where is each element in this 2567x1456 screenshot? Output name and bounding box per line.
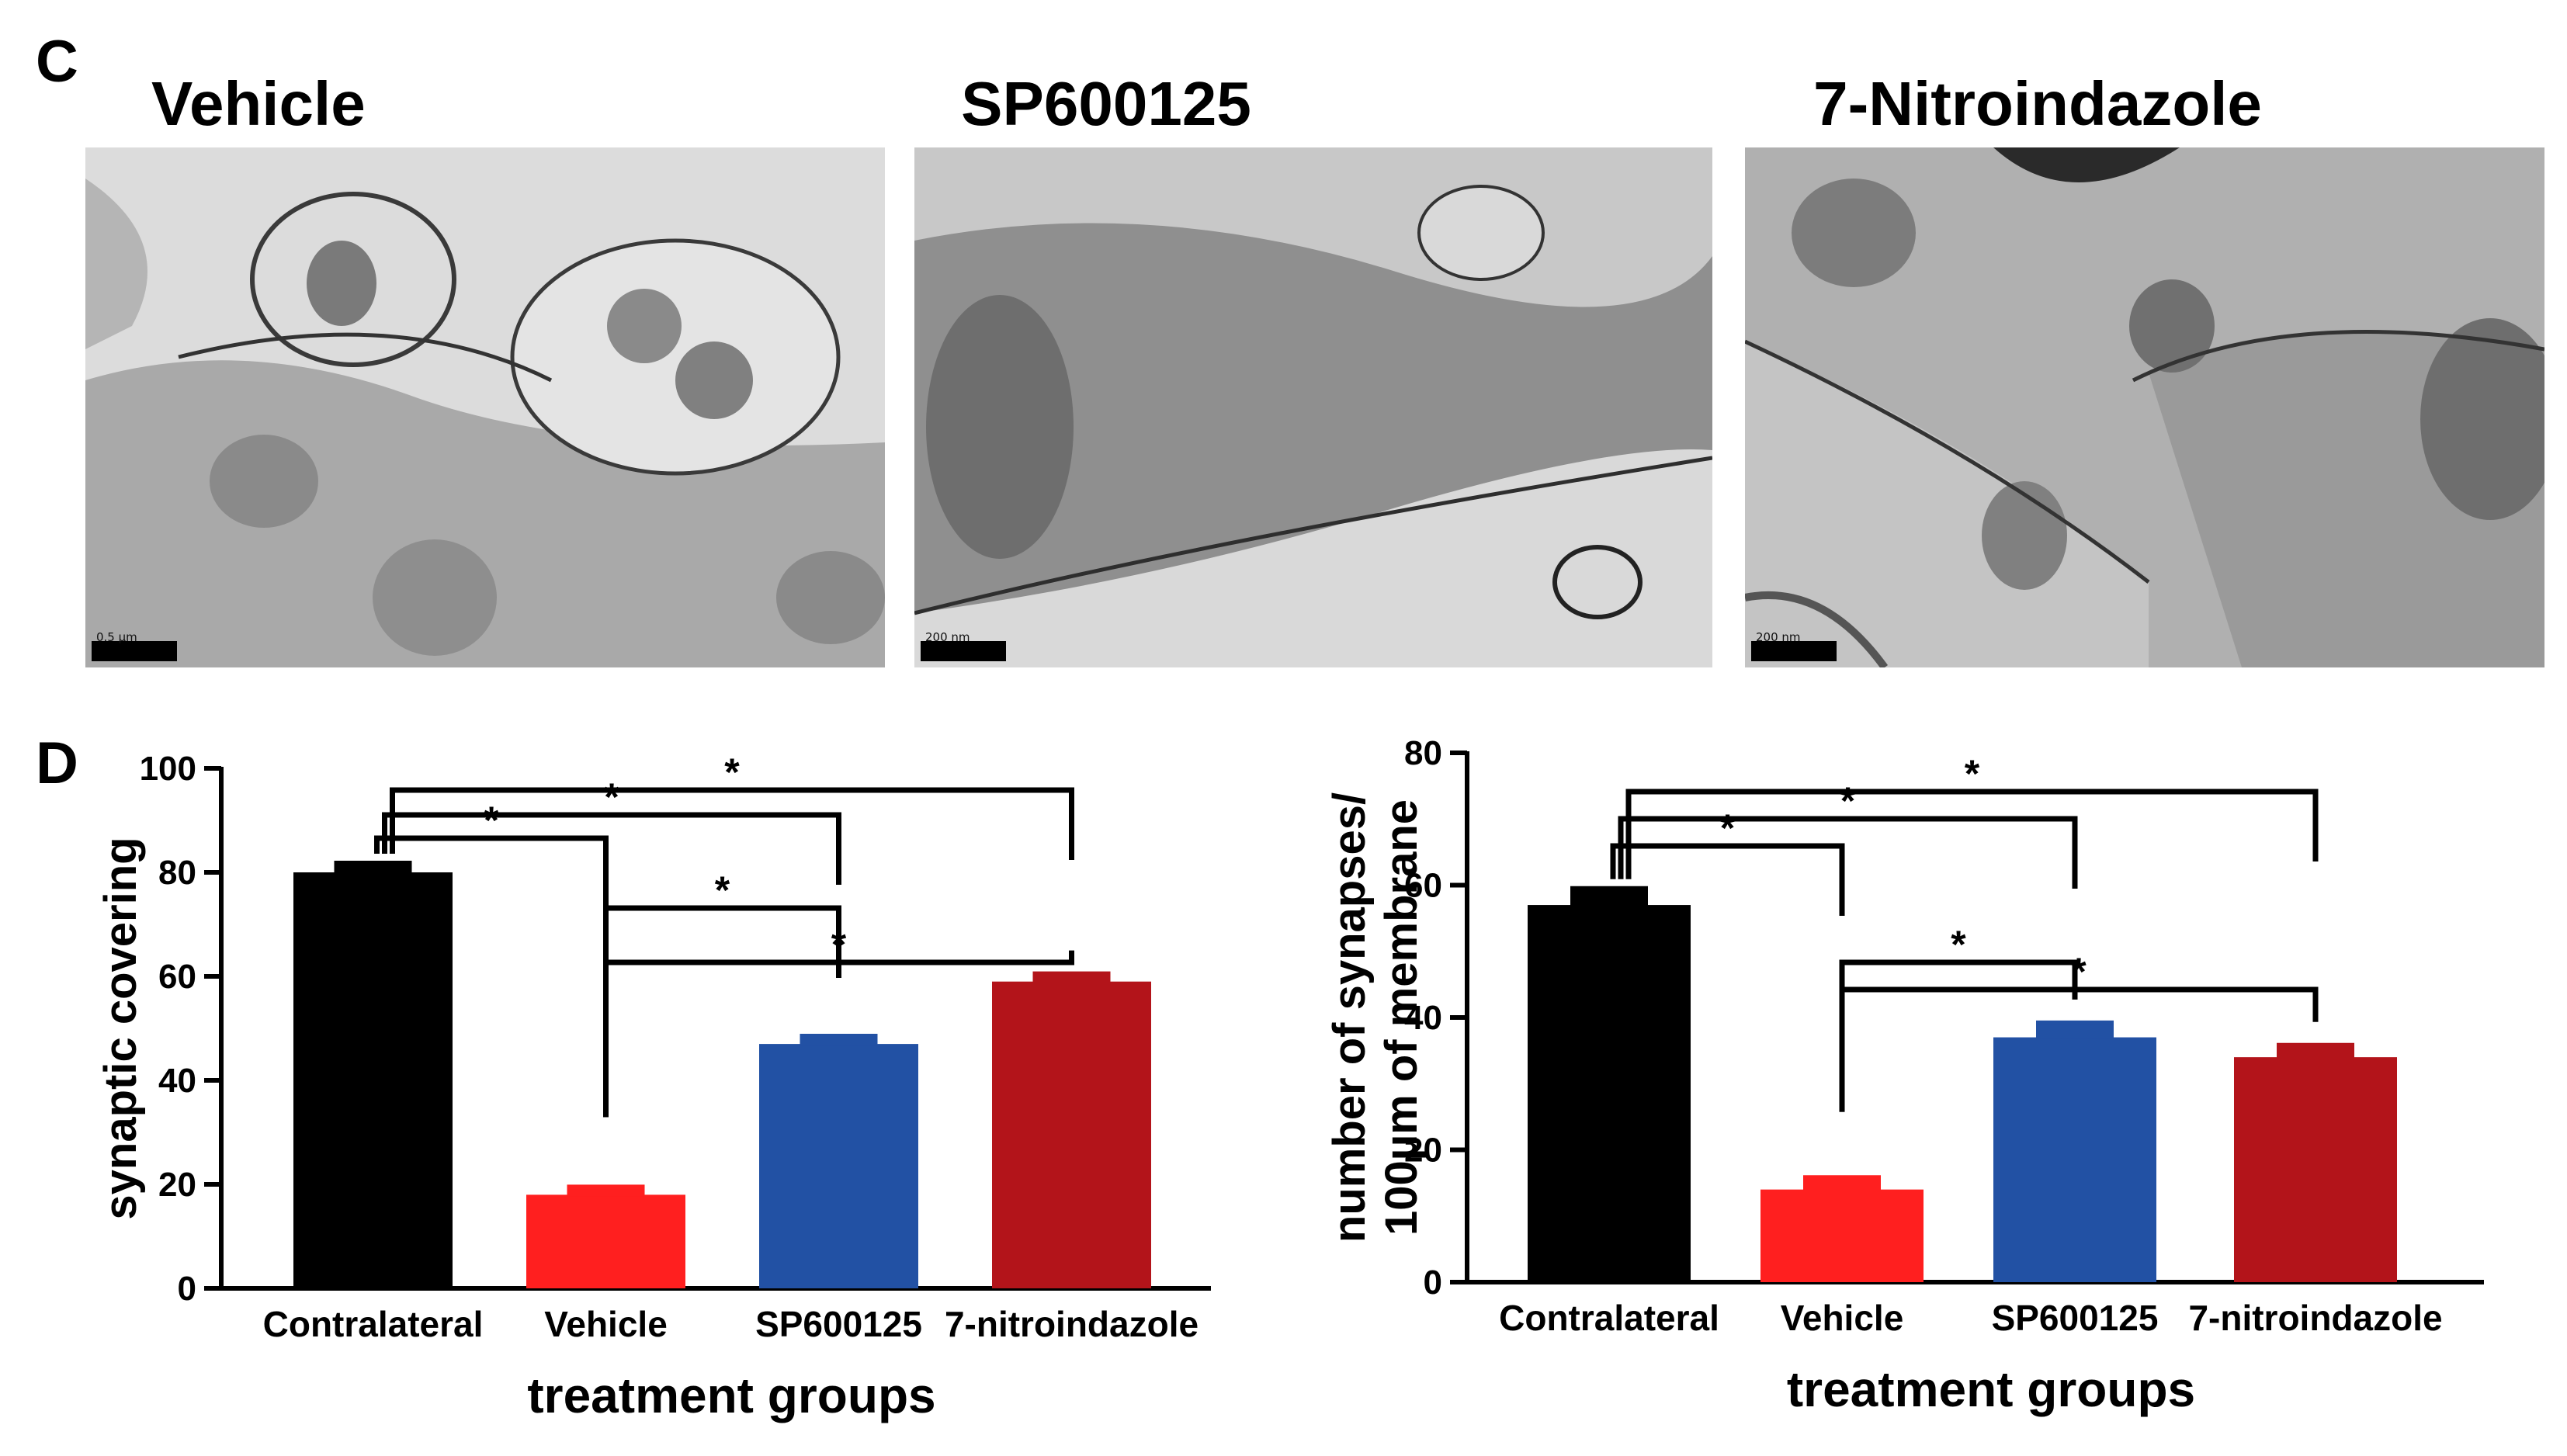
y-tick-label: 60 [158, 958, 196, 996]
significance-star: * [1965, 752, 1980, 796]
significance-star: * [831, 923, 847, 966]
y-tick-label: 80 [158, 854, 196, 892]
x-tick-label: SP600125 [1992, 1298, 2159, 1338]
bar [293, 872, 453, 1288]
micrograph-title-7-nitroindazole: 7-Nitroindazole [1813, 69, 2262, 138]
y-axis-label: synaptic covering [95, 837, 146, 1219]
x-tick-label: 7-nitroindazole [2188, 1298, 2442, 1338]
error-bar [1032, 973, 1111, 983]
significance-bracket [1839, 986, 2319, 1112]
x-tick-label: SP600125 [755, 1304, 922, 1344]
micrograph-title-sp600125: SP600125 [961, 69, 1251, 138]
y-tick-label: 40 [1404, 999, 1442, 1037]
bar [1528, 905, 1691, 1282]
x-tick-label: 7-nitroindazole [945, 1304, 1199, 1344]
bar [526, 1194, 685, 1288]
significance-bracket [603, 950, 1074, 1118]
significance-star: * [604, 775, 619, 819]
bar [759, 1044, 918, 1288]
x-tick-label: Contralateral [1499, 1298, 1719, 1338]
y-axis-label: 100µm of membrane [1376, 799, 1427, 1236]
y-tick-label: 20 [1404, 1132, 1442, 1170]
panel-letter-d: D [36, 730, 78, 796]
significance-bracket [1625, 789, 2319, 879]
significance-bracket [390, 787, 1074, 860]
error-bar [1803, 1177, 1881, 1191]
y-tick-label: 40 [158, 1062, 196, 1100]
scale-bar [1751, 641, 1837, 661]
x-axis-label: treatment groups [1787, 1361, 2195, 1417]
y-tick-label: 80 [1404, 734, 1442, 772]
significance-bracket [382, 812, 841, 885]
scale-bar-label: 200 nm [925, 630, 970, 644]
x-tick-label: Vehicle [1781, 1298, 1904, 1338]
error-bar [567, 1187, 645, 1197]
scale-bar-label: 0.5 µm [96, 630, 137, 644]
scale-bar [921, 641, 1006, 661]
x-tick-label: Contralateral [263, 1304, 484, 1344]
significance-bracket [1610, 843, 1845, 916]
chart-synaptic-covering: 0 20 40 60 80 100 synaptic covering Contralater… [0, 722, 1289, 1452]
significance-star: * [1840, 779, 1856, 823]
error-bar [2277, 1045, 2354, 1059]
error-bar [800, 1036, 878, 1046]
significance-star: * [724, 751, 740, 794]
micrograph-title-vehicle: Vehicle [151, 69, 366, 138]
significance-star: * [484, 799, 499, 842]
significance-star: * [1951, 923, 1966, 966]
scale-bar-label: 200 nm [1756, 630, 1801, 644]
y-tick-label: 100 [140, 750, 196, 788]
panel-letter-c: C [36, 29, 78, 95]
y-tick-label: 60 [1404, 867, 1442, 905]
significance-star: * [715, 868, 730, 912]
y-tick-label: 0 [178, 1270, 196, 1308]
y-axis-label: number of synapses/ [1324, 792, 1375, 1243]
bar [992, 981, 1151, 1288]
significance-star: * [1720, 806, 1736, 850]
error-bar [2036, 1022, 2114, 1039]
y-tick-label: 20 [158, 1166, 196, 1204]
chart-synapse-density: 0 20 40 60 80 number of synapses/100µm of mem… [1273, 722, 2567, 1452]
y-tick-label: 0 [1424, 1264, 1442, 1302]
micrograph-7-nitroindazole: 200 nm [1745, 147, 2544, 667]
chart-svg: 0 20 40 60 80 number of synapses/100µm of mem… [1324, 734, 2484, 1417]
significance-bracket [1618, 816, 2078, 889]
error-bar [1570, 888, 1648, 907]
x-tick-label: Vehicle [544, 1304, 668, 1344]
micrograph-sp600125: 200 nm [914, 147, 1712, 667]
significance-bracket [374, 835, 609, 908]
bar [2234, 1057, 2397, 1282]
chart-svg: 0 20 40 60 80 100 synaptic covering Contralater… [95, 750, 1211, 1423]
x-axis-label: treatment groups [527, 1368, 935, 1423]
bar [1993, 1037, 2156, 1282]
scale-bar [92, 641, 177, 661]
bar [1760, 1189, 1924, 1282]
error-bar [334, 862, 412, 874]
significance-star: * [2071, 950, 2087, 993]
micrograph-vehicle: 0.5 µm [85, 147, 885, 667]
